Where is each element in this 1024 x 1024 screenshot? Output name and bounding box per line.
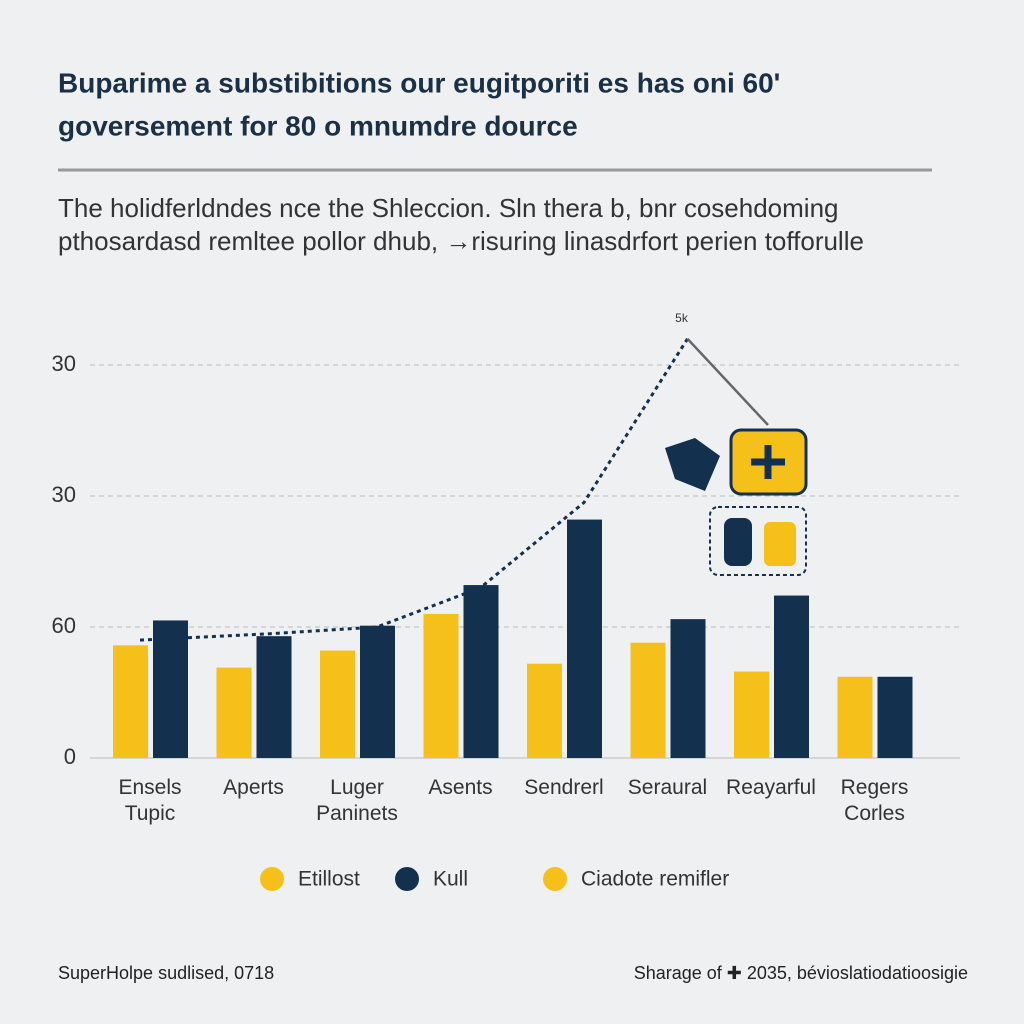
bar	[153, 620, 188, 758]
bar	[877, 676, 913, 758]
x-tick-label: Asents	[428, 776, 492, 799]
chart-title: goversement for 80 o mnumdre dource	[58, 110, 578, 141]
legend-marker	[395, 867, 419, 891]
legend-label: Ciadote remifler	[581, 868, 729, 891]
annotation-leader	[686, 337, 769, 426]
y-tick-label: 60	[52, 613, 76, 638]
x-tick-label: Sendrerl	[524, 776, 603, 799]
x-tick-line: Paninets	[316, 802, 398, 825]
bar	[630, 642, 666, 758]
bar	[734, 671, 769, 758]
footer: Sharage of ✚ 2035, bévioslatiodatioosigi…	[634, 963, 968, 983]
line-series	[139, 337, 689, 642]
bar	[837, 676, 873, 758]
legend-label: Etillost	[298, 868, 360, 891]
x-tick-line: Ensels	[118, 776, 181, 799]
x-tick-label: Seraural	[628, 776, 707, 799]
bar	[320, 650, 355, 758]
chart-title: Buparime a substibitions our eugitporiti…	[58, 67, 780, 98]
legend-label: Kull	[433, 868, 468, 891]
x-tick-line: Asents	[428, 776, 492, 799]
x-tick-label: Luger Paninets	[316, 776, 398, 825]
x-tick-line: Tupic	[125, 802, 176, 825]
x-tick-label: Ensels Tupic	[118, 776, 181, 825]
y-tick-label: 30	[52, 351, 76, 376]
x-tick-line: Reayarful	[726, 776, 816, 799]
bar	[670, 619, 706, 758]
annotation: 5k	[675, 311, 689, 325]
bar	[113, 645, 148, 758]
y-tick-label: 30	[52, 482, 76, 507]
bar	[256, 636, 292, 758]
x-tick-line: Sendrerl	[524, 776, 603, 799]
x-tick-line: Corles	[844, 802, 905, 825]
legend-marker	[260, 867, 284, 891]
bar	[216, 667, 252, 758]
bar	[423, 613, 459, 758]
bar	[567, 519, 602, 758]
icon-plus	[665, 428, 808, 576]
x-tick-label: Reayarful	[726, 776, 816, 799]
x-tick-line: Seraural	[628, 776, 707, 799]
legend-marker	[543, 867, 567, 891]
y-tick-label: 0	[64, 744, 76, 769]
x-tick-label: Regers Corles	[841, 776, 909, 825]
x-tick-line: Luger	[330, 776, 384, 799]
subtitle: The holidferldndes nce the Shleccion. Sl…	[58, 193, 838, 223]
bar	[463, 585, 499, 758]
subtitle: pthosardasd remltee pollor dhub, →risuri…	[58, 226, 864, 256]
x-tick-label: Aperts	[223, 776, 284, 799]
x-tick-line: Regers	[841, 776, 909, 799]
bar	[527, 663, 562, 758]
bar	[360, 625, 395, 758]
x-tick-line: Aperts	[223, 776, 284, 799]
bar	[774, 595, 809, 758]
footer: SuperHolpe sudlised, 0718	[58, 963, 274, 983]
